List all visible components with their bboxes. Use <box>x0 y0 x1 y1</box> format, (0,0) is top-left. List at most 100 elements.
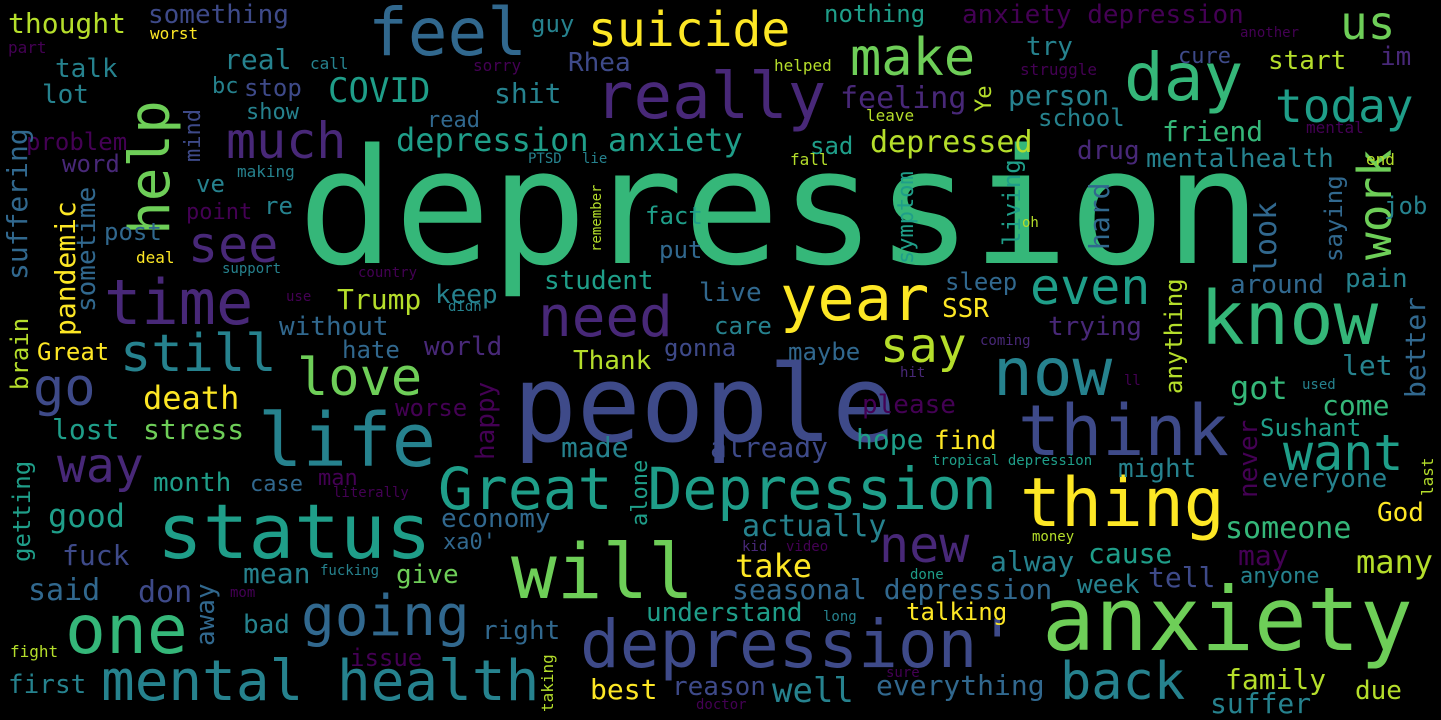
cloud-word: will <box>511 527 695 616</box>
cloud-word: remember <box>589 184 605 252</box>
cloud-word: look <box>1249 201 1284 274</box>
cloud-word: week <box>1077 570 1140 600</box>
cloud-word: alway <box>990 545 1075 578</box>
cloud-word: fact <box>645 202 703 230</box>
cloud-word: fall <box>790 150 829 169</box>
cloud-word: know <box>1200 276 1379 362</box>
cloud-word: first <box>8 670 87 700</box>
cloud-word: call <box>310 54 349 73</box>
cloud-word: fight <box>10 642 59 661</box>
cloud-word: video <box>786 539 829 555</box>
cloud-word: sad <box>810 132 854 160</box>
cloud-word: show <box>246 100 299 125</box>
cloud-word: COVID <box>328 71 431 111</box>
cloud-word: pandemic <box>49 201 82 336</box>
cloud-word: point <box>186 200 253 225</box>
cloud-word: school <box>1038 104 1125 132</box>
cloud-word: anxiety depression <box>962 0 1244 30</box>
cloud-word: find <box>934 426 997 456</box>
cloud-word: us <box>1340 0 1396 50</box>
cloud-word: suffering <box>1 128 34 280</box>
cloud-word: family <box>1225 663 1327 696</box>
cloud-word: let <box>1342 349 1393 382</box>
cloud-word: support <box>222 261 282 277</box>
cloud-word: economy <box>441 504 551 534</box>
cloud-word: made <box>561 431 629 464</box>
cloud-word: bad <box>243 610 290 640</box>
cloud-word: tropical depression <box>932 453 1093 469</box>
cloud-word: best <box>590 673 658 706</box>
cloud-word: mean <box>243 557 311 590</box>
cloud-word: xa0' <box>443 530 496 555</box>
cloud-word: symptom <box>894 171 919 264</box>
cloud-word: feel <box>368 0 527 71</box>
cloud-word: cause <box>1088 537 1173 570</box>
cloud-word: new <box>879 516 970 574</box>
cloud-word: sleep <box>945 268 1018 296</box>
cloud-word: stress <box>143 413 245 446</box>
cloud-word: help <box>118 100 183 235</box>
cloud-word: mom <box>230 585 256 601</box>
cloud-word: student <box>544 266 654 296</box>
cloud-word: tell <box>1148 561 1216 594</box>
cloud-word: problem <box>26 128 128 156</box>
cloud-word: day <box>1124 39 1244 116</box>
cloud-word: status <box>157 487 432 576</box>
cloud-word: already <box>710 431 829 464</box>
cloud-word: care <box>714 312 772 340</box>
cloud-word: PTSD <box>528 151 562 167</box>
cloud-word: suffer <box>1210 687 1312 720</box>
cloud-word: alone <box>628 459 653 526</box>
cloud-word: ve <box>196 170 225 198</box>
cloud-word: nothing <box>824 0 926 28</box>
cloud-word: without <box>279 312 389 342</box>
cloud-word: back <box>1060 652 1186 712</box>
cloud-word: everything <box>876 669 1045 702</box>
cloud-word: mental <box>1306 118 1364 137</box>
cloud-word: happy <box>471 381 501 460</box>
cloud-word: friend <box>1162 115 1264 148</box>
cloud-word: done <box>910 567 944 583</box>
cloud-word: lot <box>42 80 89 110</box>
cloud-word: used <box>1302 377 1336 393</box>
cloud-word: pain <box>1345 264 1408 294</box>
cloud-word: someone <box>1225 511 1352 546</box>
cloud-word: making <box>237 162 295 181</box>
cloud-word: issue <box>350 644 423 672</box>
cloud-word: one <box>65 591 188 670</box>
cloud-word: living <box>998 159 1026 246</box>
cloud-word: away <box>191 583 221 646</box>
cloud-word: mind <box>181 109 206 162</box>
cloud-word: suicide <box>588 2 791 58</box>
cloud-word: fucking <box>320 563 380 579</box>
cloud-word: keep <box>435 280 498 310</box>
cloud-word: SSR <box>942 294 989 324</box>
cloud-word: Trump <box>337 283 422 316</box>
cloud-word: man <box>318 466 358 491</box>
cloud-word: give <box>396 560 459 590</box>
cloud-word: use <box>286 289 312 305</box>
cloud-word: due <box>1355 676 1402 706</box>
cloud-word: drug <box>1077 136 1140 166</box>
cloud-word: try <box>1026 32 1073 62</box>
cloud-word: read <box>427 108 480 133</box>
cloud-word: person <box>1008 79 1110 112</box>
cloud-word: come <box>1322 389 1390 422</box>
cloud-word: everyone <box>1262 464 1388 494</box>
cloud-word: worse <box>395 394 468 422</box>
cloud-word: better <box>1399 296 1432 398</box>
cloud-word: part <box>8 38 47 57</box>
cloud-word: Sushant <box>1260 414 1362 442</box>
cloud-word: money <box>1032 529 1075 545</box>
cloud-word: say <box>880 318 967 374</box>
cloud-word: thought <box>8 7 127 40</box>
cloud-word: understand <box>646 598 803 628</box>
cloud-word: job <box>1384 192 1428 220</box>
cloud-word: around <box>1230 270 1324 300</box>
cloud-word: hate <box>342 336 400 364</box>
cloud-word: see <box>188 216 279 274</box>
cloud-word: said <box>28 573 101 608</box>
cloud-word: im <box>1380 42 1412 72</box>
cloud-word: talking <box>906 598 1008 626</box>
